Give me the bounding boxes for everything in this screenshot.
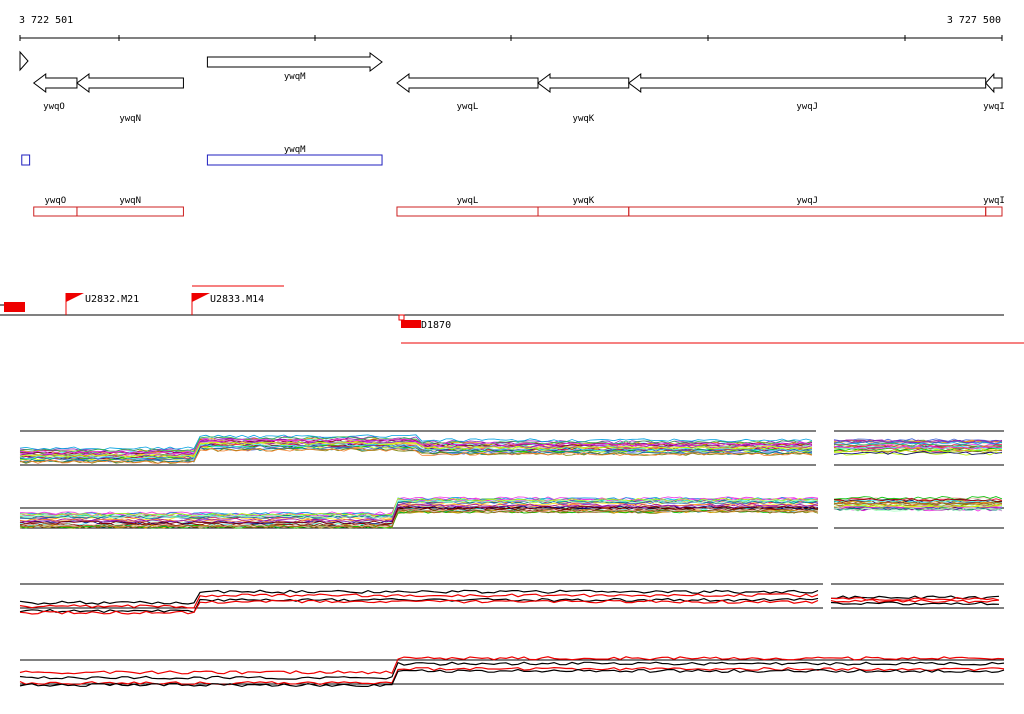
profile-line (833, 507, 1003, 511)
plus-transcript-box (21, 154, 31, 166)
partial-gene-arrow (19, 50, 29, 72)
plus-transcript-box (206, 154, 383, 166)
gene-track: ywqO ywqN ywqM ywqL ywqK ywqJ ywqI (19, 50, 1005, 124)
profile-line (19, 436, 813, 453)
profile-line (830, 596, 1000, 601)
upshift-flag: U2833.M14 (191, 285, 284, 315)
profile-line (19, 505, 819, 525)
profile-line (19, 589, 819, 605)
transcript-label: ywqN (119, 196, 141, 206)
transcript-label: ywqK (573, 196, 595, 206)
profile-line (833, 498, 1003, 503)
profile-line (830, 595, 1000, 600)
gene-arrow-ywqJ (627, 73, 987, 93)
gene-arrow-ywqN (76, 73, 184, 93)
profile-line (19, 447, 813, 464)
profile-line (833, 443, 1003, 447)
profile-line (19, 593, 819, 609)
profile-line (19, 443, 813, 460)
downshift-label: D1870 (421, 320, 451, 331)
profile-line (19, 436, 813, 452)
profile-line (19, 668, 1005, 688)
axis-end-label: 3 727 500 (947, 15, 1001, 26)
profile-line (19, 499, 819, 519)
profile-line (833, 439, 1003, 444)
profile-line (833, 451, 1003, 456)
minus-transcript-box (628, 206, 987, 217)
transcript-label: ywqI (983, 196, 1005, 206)
profile-line (19, 666, 1005, 686)
profile-line (833, 445, 1003, 450)
shift-marker-track: U2832.M21 U2833.M14 D1870 (0, 285, 1024, 344)
profile-line (833, 501, 1003, 505)
minus-transcript-box (537, 206, 630, 217)
profile-line (19, 444, 813, 461)
minus-transcript-box (985, 206, 1003, 217)
gene-arrow-ywqK (537, 73, 630, 93)
downshift-block (401, 320, 421, 328)
gene-label: ywqJ (796, 102, 818, 112)
profile-line (19, 504, 819, 524)
profile-line (830, 599, 1000, 604)
upshift-label: U2832.M21 (85, 294, 139, 305)
gene-label: ywqI (983, 102, 1005, 112)
profile-line (833, 496, 1003, 500)
minus-transcript-box (33, 206, 78, 217)
gene-arrow-ywqI (985, 72, 1003, 94)
flag-icon (66, 293, 84, 302)
coordinate-axis: 3 722 501 3 727 500 (19, 15, 1003, 41)
profile-line (833, 506, 1003, 511)
transcript-label: ywqM (284, 145, 306, 155)
profile-line (19, 509, 819, 529)
axis-ticks (19, 35, 1003, 41)
axis-start-label: 3 722 501 (19, 15, 73, 26)
gene-label: ywqM (284, 72, 306, 82)
gene-label: ywqO (43, 102, 65, 112)
profile-line (19, 497, 819, 517)
profile-line (833, 499, 1003, 504)
profile-line (19, 443, 812, 460)
minus-transcript-box (396, 206, 539, 217)
gene-arrow-ywqM (206, 52, 383, 72)
profile-line (833, 497, 1003, 501)
profile-line (19, 438, 813, 455)
profile-line (19, 500, 819, 520)
left-edge-marker (4, 302, 25, 312)
gene-arrow-ywqL (396, 73, 539, 93)
flag-icon (192, 293, 210, 302)
transcript-label: ywqO (45, 196, 67, 206)
gene-label: ywqL (457, 102, 479, 112)
gene-arrow-ywqO (32, 73, 78, 93)
plus-strand-transcripts: ywqM (21, 145, 383, 166)
profile-line (833, 497, 1003, 502)
profile-line (19, 441, 813, 458)
transcript-label: ywqJ (796, 196, 818, 206)
downshift-marker: D1870 (398, 314, 1024, 344)
profile-line (834, 507, 1003, 512)
upshift-label: U2833.M14 (210, 294, 264, 305)
profile-line (830, 601, 1000, 606)
profile-line (833, 443, 1003, 447)
profile-line (833, 504, 1003, 508)
profile-line (19, 599, 819, 615)
profile-line (19, 656, 1005, 675)
profile-line (19, 509, 819, 529)
profile-line (19, 498, 819, 518)
profile-line (19, 661, 1005, 680)
transcript-label: ywqL (457, 196, 479, 206)
expression-profiles (19, 430, 1005, 688)
profile-line (833, 502, 1003, 506)
gene-label: ywqK (573, 114, 595, 124)
upshift-flag: U2832.M21 (65, 293, 139, 315)
profile-line (833, 448, 1003, 453)
gene-label: ywqN (119, 114, 141, 124)
minus-transcript-box (76, 206, 184, 217)
minus-strand-transcripts: ywqO ywqN ywqL ywqK ywqJ ywqI (33, 196, 1005, 217)
